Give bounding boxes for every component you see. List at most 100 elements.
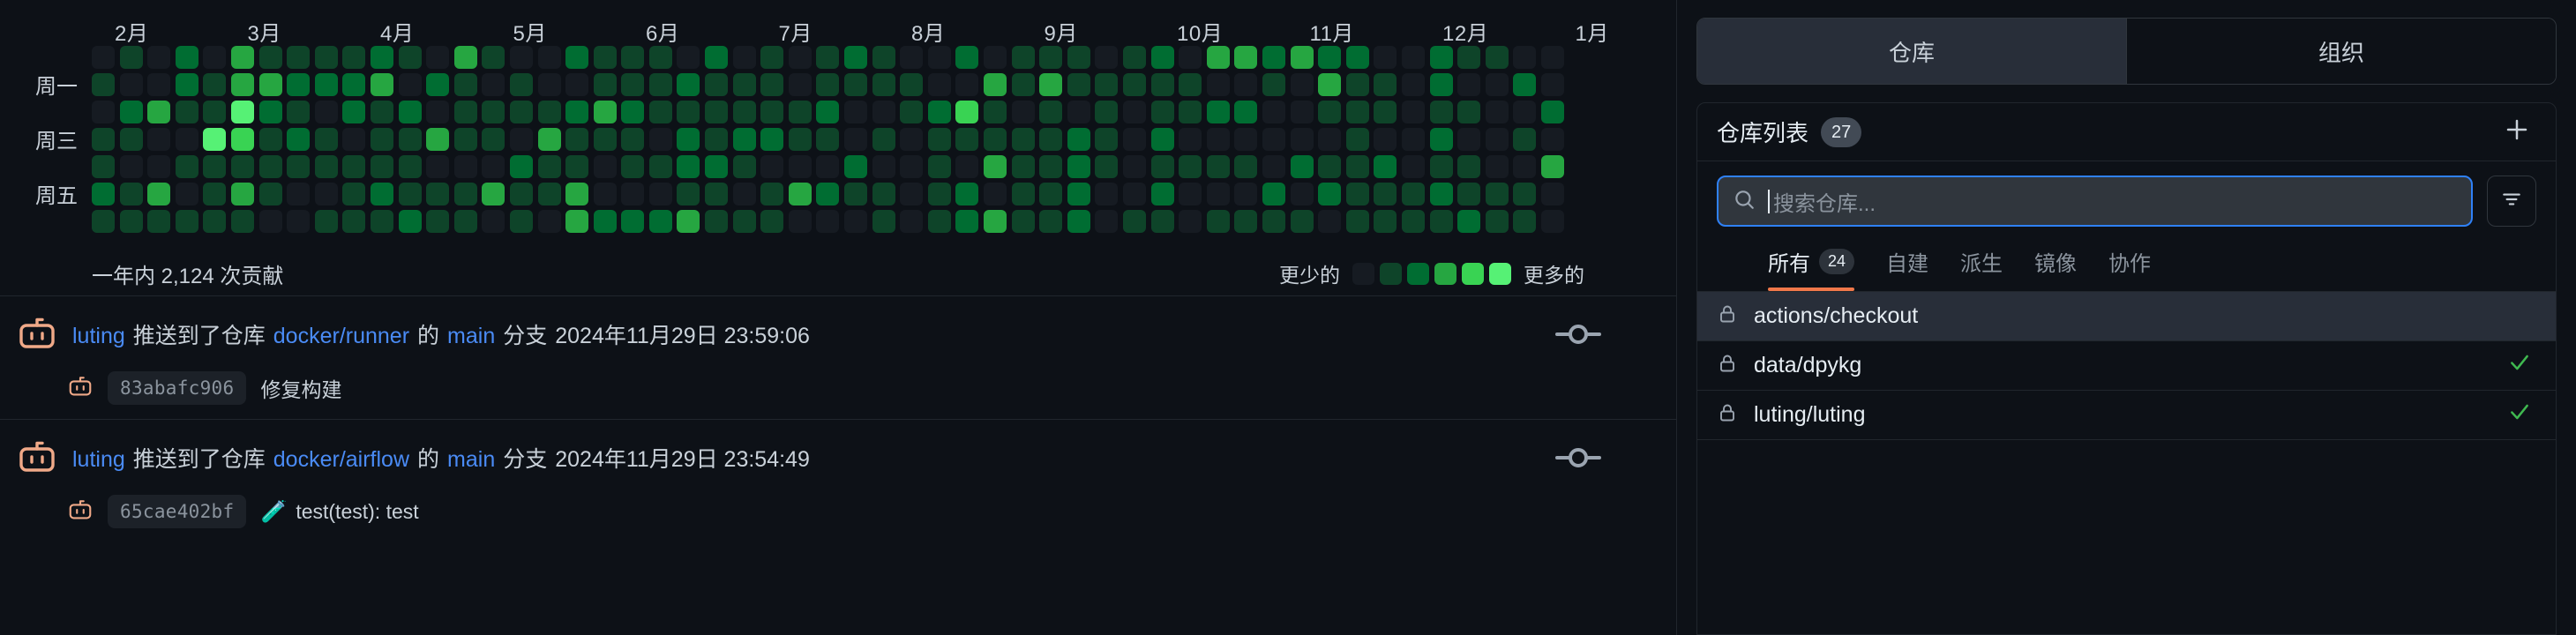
heatmap-day-cell[interactable] [426,73,450,96]
heatmap-day-cell[interactable] [1401,183,1425,205]
heatmap-day-cell[interactable] [537,46,561,69]
repo-link[interactable]: docker/airflow [273,446,410,472]
heatmap-day-cell[interactable] [927,210,951,233]
heatmap-day-cell[interactable] [119,101,143,123]
heatmap-day-cell[interactable] [1374,101,1397,123]
heatmap-day-cell[interactable] [342,210,366,233]
heatmap-day-cell[interactable] [426,101,450,123]
heatmap-day-cell[interactable] [537,210,561,233]
heatmap-day-cell[interactable] [287,155,311,178]
heatmap-day-cell[interactable] [816,128,840,151]
heatmap-day-cell[interactable] [314,210,338,233]
heatmap-day-cell[interactable] [955,155,979,178]
heatmap-day-cell[interactable] [705,128,729,151]
heatmap-day-cell[interactable] [1401,46,1425,69]
heatmap-day-cell[interactable] [119,183,143,205]
heatmap-day-cell[interactable] [900,183,924,205]
heatmap-day-cell[interactable] [230,128,254,151]
heatmap-day-cell[interactable] [872,155,895,178]
heatmap-day-cell[interactable] [398,183,422,205]
heatmap-day-cell[interactable] [203,128,227,151]
heatmap-day-cell[interactable] [621,128,645,151]
heatmap-day-cell[interactable] [453,128,477,151]
heatmap-day-cell[interactable] [1457,73,1481,96]
heatmap-day-cell[interactable] [648,183,672,205]
heatmap-day-cell[interactable] [426,46,450,69]
heatmap-day-cell[interactable] [760,101,784,123]
heatmap-day-cell[interactable] [287,101,311,123]
heatmap-day-cell[interactable] [1540,210,1564,233]
heatmap-day-cell[interactable] [565,210,589,233]
heatmap-day-cell[interactable] [844,128,868,151]
branch-link[interactable]: main [447,446,496,472]
heatmap-day-cell[interactable] [453,73,477,96]
heatmap-day-cell[interactable] [1318,73,1342,96]
heatmap-day-cell[interactable] [203,46,227,69]
heatmap-day-cell[interactable] [1067,101,1090,123]
heatmap-day-cell[interactable] [175,73,198,96]
heatmap-day-cell[interactable] [1457,101,1481,123]
heatmap-day-cell[interactable] [509,183,533,205]
heatmap-day-cell[interactable] [1262,210,1285,233]
heatmap-day-cell[interactable] [1290,210,1314,233]
heatmap-day-cell[interactable] [119,73,143,96]
filter-tab-所有[interactable]: 所有 24 [1768,246,1855,291]
heatmap-day-cell[interactable] [1318,101,1342,123]
heatmap-day-cell[interactable] [426,183,450,205]
heatmap-day-cell[interactable] [230,155,254,178]
heatmap-day-cell[interactable] [426,210,450,233]
repo-link[interactable]: docker/runner [273,323,410,348]
heatmap-day-cell[interactable] [258,155,282,178]
heatmap-day-cell[interactable] [927,183,951,205]
heatmap-day-cell[interactable] [844,101,868,123]
heatmap-day-cell[interactable] [1262,46,1285,69]
heatmap-day-cell[interactable] [705,210,729,233]
repository-list-item[interactable]: data/dpykg [1697,341,2556,391]
heatmap-day-cell[interactable] [816,46,840,69]
heatmap-day-cell[interactable] [1429,210,1453,233]
heatmap-day-cell[interactable] [398,46,422,69]
heatmap-day-cell[interactable] [1150,210,1174,233]
heatmap-day-cell[interactable] [1095,210,1119,233]
add-repository-button[interactable] [2499,116,2535,148]
heatmap-day-cell[interactable] [1401,101,1425,123]
heatmap-day-cell[interactable] [230,73,254,96]
heatmap-day-cell[interactable] [1513,73,1537,96]
heatmap-day-cell[interactable] [453,210,477,233]
heatmap-day-cell[interactable] [844,183,868,205]
filter-tab-协作[interactable]: 协作 [2108,246,2151,291]
heatmap-day-cell[interactable] [537,73,561,96]
heatmap-day-cell[interactable] [1345,128,1369,151]
heatmap-day-cell[interactable] [1290,101,1314,123]
tab-organizations[interactable]: 组织 [2127,19,2556,84]
heatmap-day-cell[interactable] [342,128,366,151]
heatmap-day-cell[interactable] [1179,128,1202,151]
heatmap-day-cell[interactable] [732,46,756,69]
heatmap-day-cell[interactable] [816,73,840,96]
heatmap-day-cell[interactable] [509,210,533,233]
heatmap-day-cell[interactable] [565,155,589,178]
heatmap-day-cell[interactable] [1540,183,1564,205]
heatmap-day-cell[interactable] [398,155,422,178]
heatmap-day-cell[interactable] [1095,128,1119,151]
heatmap-day-cell[interactable] [1540,128,1564,151]
actor-link[interactable]: luting [72,446,125,472]
heatmap-day-cell[interactable] [1513,210,1537,233]
heatmap-day-cell[interactable] [1122,46,1146,69]
heatmap-day-cell[interactable] [509,155,533,178]
heatmap-day-cell[interactable] [1067,46,1090,69]
heatmap-day-cell[interactable] [1485,155,1509,178]
heatmap-day-cell[interactable] [760,155,784,178]
heatmap-day-cell[interactable] [1429,46,1453,69]
heatmap-day-cell[interactable] [1429,183,1453,205]
filter-tab-自建[interactable]: 自建 [1886,246,1928,291]
heatmap-day-cell[interactable] [1206,128,1230,151]
heatmap-day-cell[interactable] [398,101,422,123]
repository-list-item[interactable]: actions/checkout [1697,292,2556,341]
heatmap-day-cell[interactable] [872,101,895,123]
heatmap-day-cell[interactable] [593,46,617,69]
heatmap-day-cell[interactable] [482,155,505,178]
heatmap-day-cell[interactable] [1039,183,1063,205]
heatmap-day-cell[interactable] [955,128,979,151]
heatmap-day-cell[interactable] [1122,101,1146,123]
